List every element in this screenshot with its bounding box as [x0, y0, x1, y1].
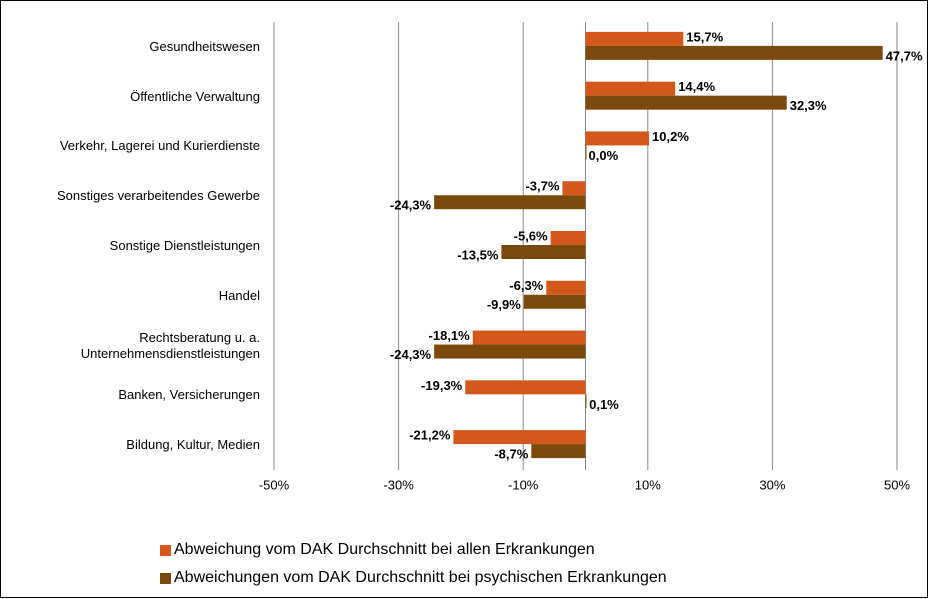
data-label: -18,1% — [429, 328, 471, 343]
category-label: Bildung, Kultur, Medien — [126, 437, 260, 453]
data-label: 0,1% — [589, 397, 619, 412]
category-label: Öffentliche Verwaltung — [130, 88, 260, 104]
data-label: 47,7% — [886, 48, 923, 63]
bar — [472, 330, 586, 345]
bar — [585, 81, 676, 96]
bar — [550, 231, 586, 245]
data-label: -6,3% — [509, 278, 543, 293]
bar — [523, 294, 586, 309]
bar — [546, 280, 586, 295]
bar — [585, 45, 883, 60]
data-label: 0,0% — [589, 148, 619, 163]
x-tick-label: 50% — [884, 477, 910, 492]
legend-swatch — [160, 544, 171, 556]
category-label: Banken, Versicherungen — [118, 387, 260, 403]
bar — [434, 344, 586, 359]
bar — [585, 31, 684, 46]
data-label: -24,3% — [390, 198, 432, 213]
data-label: 32,3% — [790, 98, 827, 113]
x-tick-label: -50% — [259, 477, 290, 492]
x-tick-label: -30% — [383, 477, 414, 492]
bar — [585, 95, 787, 110]
category-label: Sonstige Dienstleistungen — [109, 238, 260, 253]
data-label: -8,7% — [494, 447, 528, 462]
bar — [585, 145, 587, 160]
data-label: -19,3% — [421, 378, 463, 393]
x-tick-label: 10% — [635, 477, 661, 492]
data-label: -21,2% — [409, 428, 451, 443]
data-label: -3,7% — [525, 179, 559, 194]
data-label: 10,2% — [652, 129, 689, 144]
data-label: -24,3% — [390, 347, 432, 362]
category-label: Verkehr, Lagerei und Kurierdienste — [59, 138, 260, 154]
x-tick-label: -10% — [508, 477, 539, 492]
x-tick-label: 30% — [759, 477, 785, 492]
category-label: Sonstiges verarbeitendes Gewerbe — [56, 188, 260, 204]
data-label: 15,7% — [686, 29, 723, 44]
data-label: -9,9% — [487, 297, 521, 312]
category-label: Handel — [218, 287, 260, 303]
data-label: 14,4% — [678, 79, 715, 94]
legend-swatch — [160, 572, 171, 584]
legend-item: Abweichungen vom DAK Durchschnitt bei ps… — [160, 569, 667, 587]
bar — [434, 195, 586, 210]
legend-label: Abweichung vom DAK Durchschnitt bei alle… — [174, 541, 595, 558]
legend-label: Abweichungen vom DAK Durchschnitt bei ps… — [174, 569, 667, 586]
bar — [585, 394, 587, 409]
category-label: Rechtsberatung u. a. Unternehmensdienstl… — [80, 329, 260, 361]
data-label: -5,6% — [514, 228, 548, 243]
bar — [501, 245, 586, 259]
legend-item: Abweichung vom DAK Durchschnitt bei alle… — [160, 541, 595, 559]
bar — [562, 181, 586, 196]
bar — [531, 444, 586, 459]
category-label: Gesundheitswesen — [149, 38, 260, 54]
bar — [585, 131, 650, 146]
bar — [453, 430, 586, 445]
data-label: -13,5% — [457, 247, 499, 262]
bar — [465, 380, 586, 395]
